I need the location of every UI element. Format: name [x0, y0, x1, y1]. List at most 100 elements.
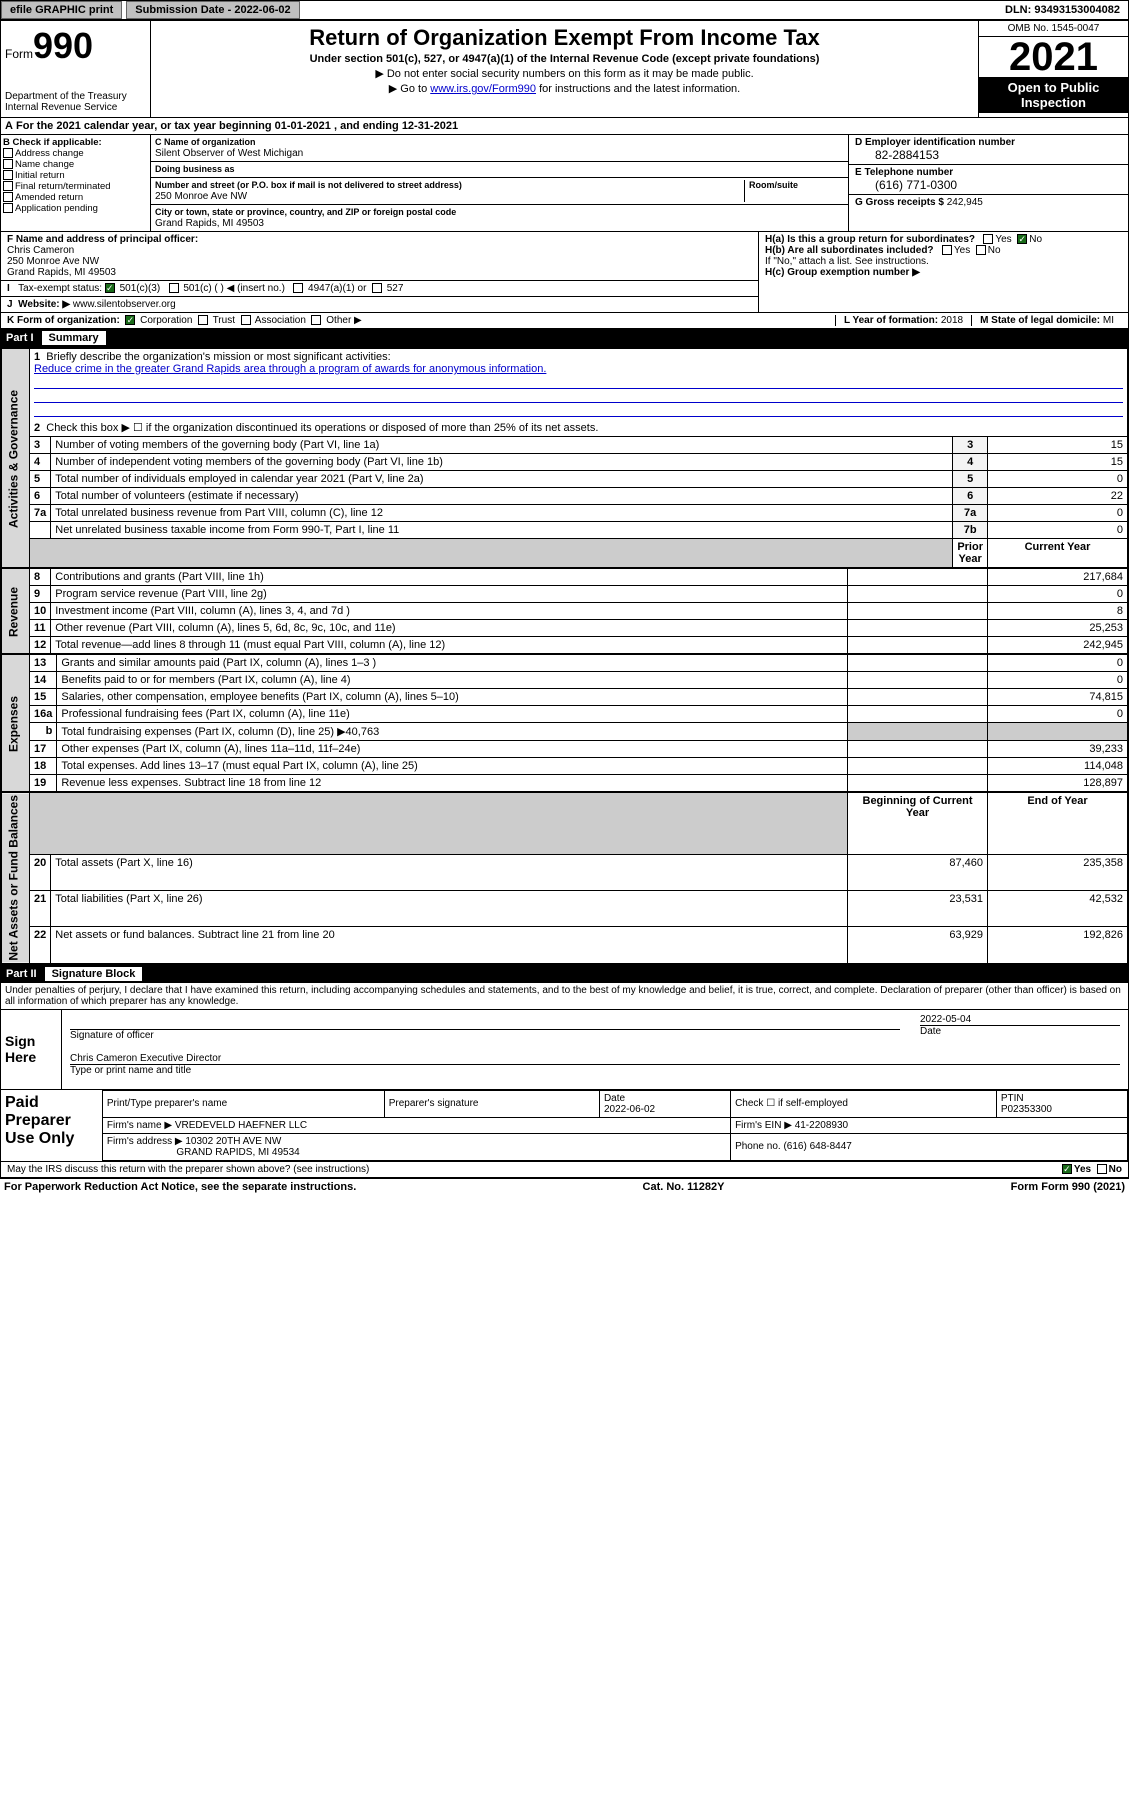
v-7b: 0: [988, 522, 1128, 539]
chk-name-change[interactable]: [3, 159, 13, 169]
open-to-public: Open to Public Inspection: [979, 77, 1128, 113]
v-3: 15: [988, 437, 1128, 454]
v-21b: 23,531: [848, 891, 988, 927]
section-f: F Name and address of principal officer:…: [1, 232, 758, 280]
paid-preparer-block: Paid Preparer Use Only Print/Type prepar…: [0, 1090, 1129, 1162]
penalty-text: Under penalties of perjury, I declare th…: [0, 983, 1129, 1010]
officer-signed-name: Chris Cameron Executive Director: [70, 1053, 221, 1064]
subtitle-3: ▶ Go to www.irs.gov/Form990 for instruct…: [155, 82, 974, 95]
v-22b: 63,929: [848, 927, 988, 963]
state-domicile: MI: [1103, 315, 1114, 326]
form-990-page: efile GRAPHIC print Submission Date - 20…: [0, 0, 1129, 1195]
chk-ha-yes[interactable]: [983, 234, 993, 244]
v-22e: 192,826: [988, 927, 1128, 963]
v-14: 0: [988, 672, 1128, 689]
chk-hb-no[interactable]: [976, 245, 986, 255]
v-4: 15: [988, 454, 1128, 471]
org-name: Silent Observer of West Michigan: [155, 148, 303, 159]
chk-corp[interactable]: [125, 315, 135, 325]
chk-trust[interactable]: [198, 315, 208, 325]
v-21e: 42,532: [988, 891, 1128, 927]
chk-ha-no[interactable]: [1017, 234, 1027, 244]
section-i: I Tax-exempt status: 501(c)(3) 501(c) ( …: [1, 280, 758, 296]
form-header: Form990 Department of the Treasury Inter…: [0, 20, 1129, 118]
v-20e: 235,358: [988, 854, 1128, 890]
form990-link[interactable]: www.irs.gov/Form990: [430, 83, 536, 95]
chk-assoc[interactable]: [241, 315, 251, 325]
v-10: 8: [988, 603, 1128, 620]
part2-header: Part II Signature Block: [0, 965, 1129, 983]
dept-label: Department of the Treasury: [5, 91, 146, 102]
officer-addr1: 250 Monroe Ave NW: [7, 256, 99, 267]
v-6: 22: [988, 488, 1128, 505]
section-b: B Check if applicable: Address change Na…: [1, 135, 151, 231]
chk-hb-yes[interactable]: [942, 245, 952, 255]
officer-addr2: Grand Rapids, MI 49503: [7, 267, 116, 278]
org-street: 250 Monroe Ave NW: [155, 191, 247, 202]
tax-year: 2021: [979, 37, 1128, 77]
org-ein: 82-2884153: [855, 148, 1122, 162]
col-endyear: End of Year: [988, 793, 1128, 855]
part1-body: Activities & Governance 1 Briefly descri…: [0, 347, 1129, 965]
chk-discuss-yes[interactable]: [1062, 1164, 1072, 1174]
submission-date-label: Submission Date -: [135, 4, 231, 16]
chk-527[interactable]: [372, 283, 382, 293]
paperwork-notice: For Paperwork Reduction Act Notice, see …: [4, 1181, 356, 1193]
website: www.silentobserver.org: [73, 299, 176, 310]
efile-graphic-print-button[interactable]: efile GRAPHIC print: [1, 1, 122, 19]
chk-initial-return[interactable]: [3, 170, 13, 180]
submission-date-button[interactable]: Submission Date - 2022-06-02: [126, 1, 299, 19]
side-revenue: Revenue: [2, 569, 30, 654]
form-prefix: Form: [5, 47, 33, 61]
chk-pending[interactable]: [3, 203, 13, 213]
side-netassets: Net Assets or Fund Balances: [2, 793, 30, 964]
chk-4947[interactable]: [293, 283, 303, 293]
v-12: 242,945: [988, 637, 1128, 654]
org-phone: (616) 771-0300: [855, 178, 1122, 192]
chk-self-employed[interactable]: Check ☐ if self-employed: [731, 1090, 997, 1117]
subtitle-2: ▶ Do not enter social security numbers o…: [155, 67, 974, 80]
col-current: Current Year: [988, 539, 1128, 568]
sig-date: 2022-05-04: [920, 1014, 1120, 1026]
q2-discontinued: Check this box ▶ ☐ if the organization d…: [46, 422, 598, 434]
chk-501c[interactable]: [169, 283, 179, 293]
v-5: 0: [988, 471, 1128, 488]
chk-other[interactable]: [311, 315, 321, 325]
irs-label: Internal Revenue Service: [5, 102, 146, 113]
form-title: Return of Organization Exempt From Incom…: [155, 25, 974, 51]
chk-address-change[interactable]: [3, 148, 13, 158]
v-16a: 0: [988, 706, 1128, 723]
topbar: efile GRAPHIC print Submission Date - 20…: [0, 0, 1129, 20]
v-11: 25,253: [988, 620, 1128, 637]
v-8: 217,684: [988, 569, 1128, 586]
v-20b: 87,460: [848, 854, 988, 890]
v-7a: 0: [988, 505, 1128, 522]
chk-501c3[interactable]: [105, 283, 115, 293]
b-label: B Check if applicable:: [3, 137, 148, 148]
section-c: C Name of organizationSilent Observer of…: [151, 135, 848, 231]
block-klm: K Form of organization: Corporation Trus…: [0, 313, 1129, 329]
org-city: Grand Rapids, MI 49503: [155, 218, 264, 229]
firm-addr2: GRAND RAPIDS, MI 49534: [176, 1147, 299, 1158]
col-prior: Prior Year: [953, 539, 988, 568]
block-fijh: F Name and address of principal officer:…: [0, 232, 1129, 313]
preparer-date: 2022-06-02: [604, 1104, 655, 1115]
sig-officer-label: Signature of officer: [70, 1030, 900, 1041]
subtitle-1: Under section 501(c), 527, or 4947(a)(1)…: [155, 53, 974, 65]
may-discuss-row: May the IRS discuss this return with the…: [0, 1162, 1129, 1178]
year-formation: 2018: [941, 315, 963, 326]
dln: DLN: 93493153004082: [997, 2, 1128, 18]
side-expenses: Expenses: [2, 655, 30, 792]
sign-here-label: Sign Here: [1, 1010, 61, 1089]
v-9: 0: [988, 586, 1128, 603]
chk-amended[interactable]: [3, 192, 13, 202]
block-bcdeg: B Check if applicable: Address change Na…: [0, 135, 1129, 232]
part1-header: Part I Summary: [0, 329, 1129, 347]
chk-discuss-no[interactable]: [1097, 1164, 1107, 1174]
side-governance: Activities & Governance: [2, 349, 30, 568]
header-left: Form990 Department of the Treasury Inter…: [1, 21, 151, 117]
taxyear-begin: 01-01-2021: [275, 120, 331, 132]
firm-name: VREDEVELD HAEFNER LLC: [175, 1120, 307, 1131]
section-deg: D Employer identification number82-28841…: [848, 135, 1128, 231]
chk-final-return[interactable]: [3, 181, 13, 191]
